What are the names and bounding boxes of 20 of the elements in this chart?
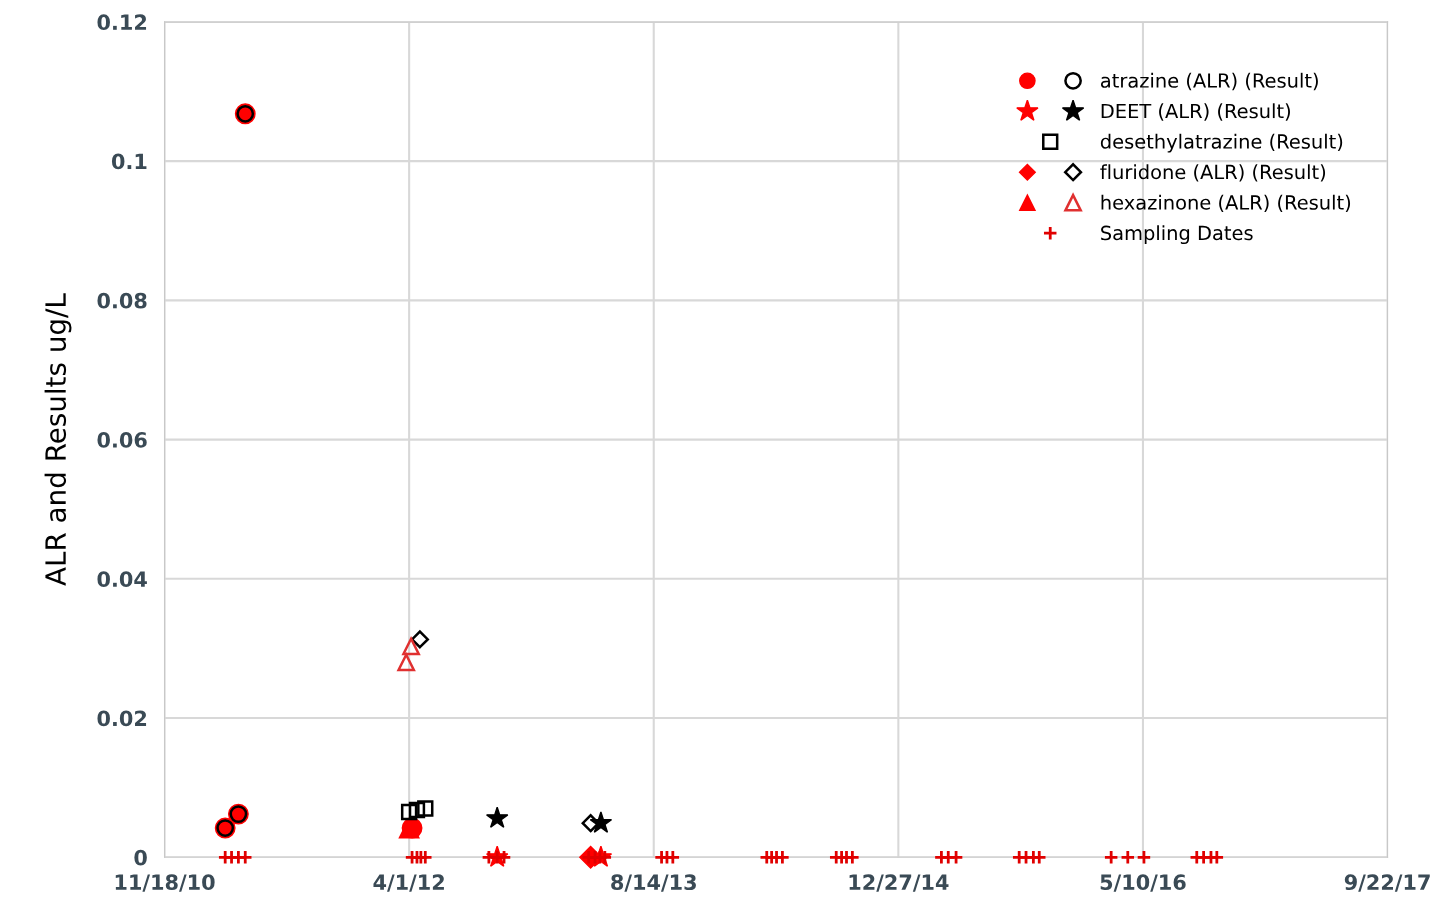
legend-label: Sampling Dates: [1101, 225, 1253, 245]
x-tick-label: 12/27/14: [849, 874, 949, 892]
y-tick-label: 0.02: [97, 710, 147, 727]
legend-label: desethylatrazine (Result): [1100, 133, 1343, 153]
x-tick-label: 11/18/10: [115, 874, 215, 892]
y-tick-label: 0.12: [97, 14, 147, 31]
y-tick-label: 0.1: [111, 153, 147, 170]
y-axis-title: ALR and Results ug/L: [44, 293, 72, 586]
y-tick-label: 0.06: [97, 432, 147, 448]
legend-label: atrazine (ALR) (Result): [1100, 72, 1318, 91]
y-tick-label: 0: [134, 849, 147, 866]
y-tick-label: 0.08: [97, 292, 147, 309]
legend-label: fluridone (ALR) (Result): [1100, 164, 1326, 182]
legend-label: DEET (ALR) (Result): [1101, 103, 1290, 121]
y-tick-label: 0.04: [97, 571, 147, 588]
x-tick-label: 5/10/16: [1100, 874, 1186, 892]
x-tick-label: 9/22/17: [1344, 874, 1430, 892]
x-tick-label: 4/1/12: [373, 874, 444, 892]
legend-label: hexazinone (ALR) (Result): [1101, 194, 1351, 213]
x-tick-label: 8/14/13: [611, 874, 696, 892]
